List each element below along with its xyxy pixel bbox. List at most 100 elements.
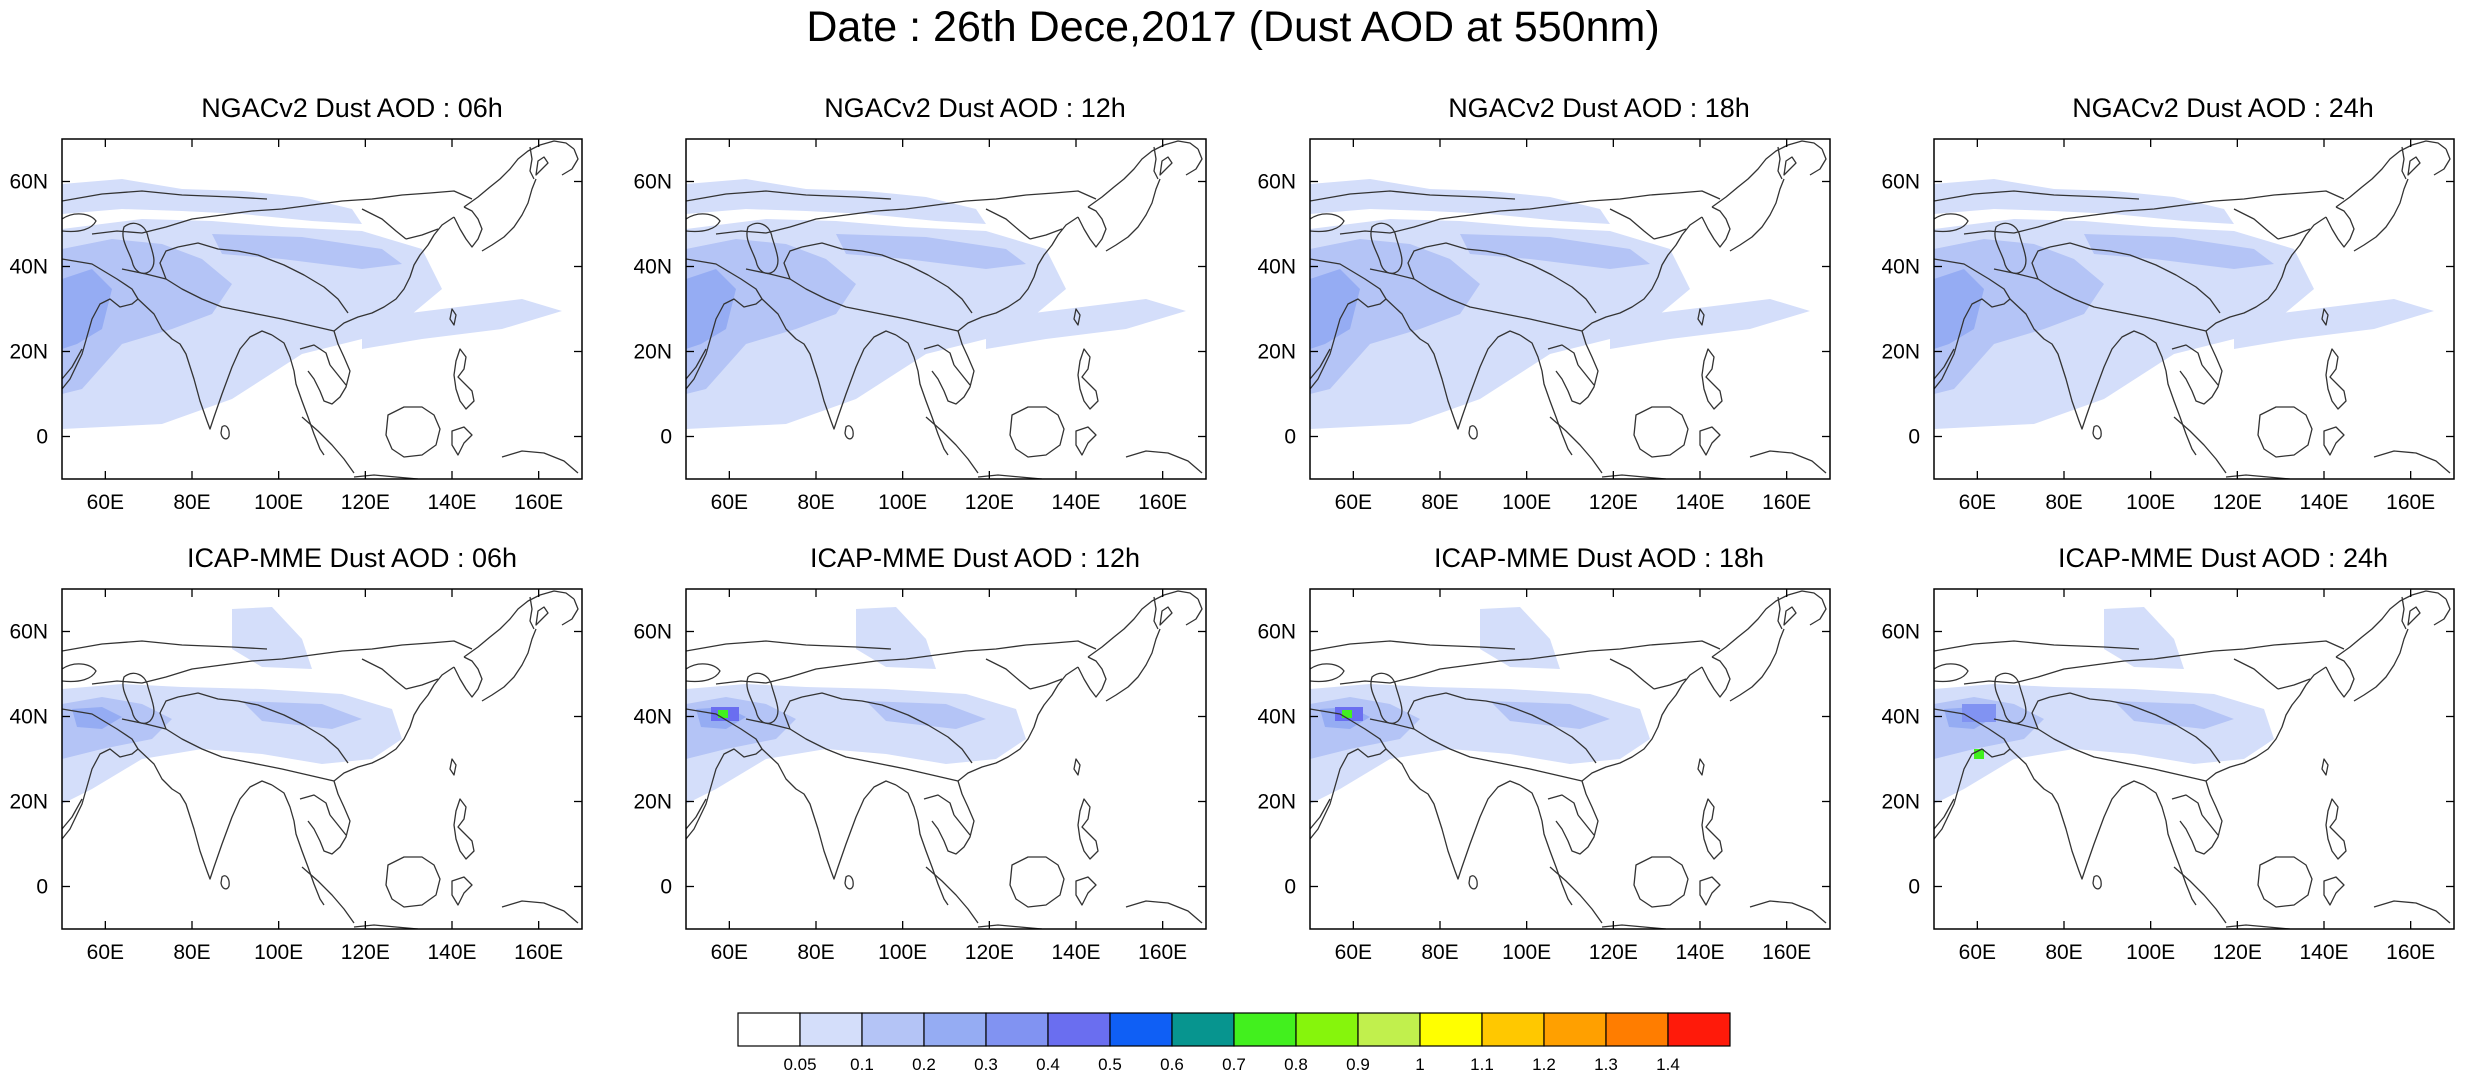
panel-title-ngac-18h: NGACv2 Dust AOD : 18h [1448, 93, 1750, 123]
lon-tick-label: 160E [1762, 941, 1811, 964]
dust-plume [2084, 234, 2274, 269]
lat-tick-label: 20N [1257, 341, 1296, 364]
dust-plume [362, 299, 562, 349]
colorbar-level-label: 0.5 [1098, 1055, 1122, 1071]
panel-title-icap-24h: ICAP-MME Dust AOD : 24h [2057, 543, 2389, 573]
lon-tick-label: 100E [878, 941, 927, 964]
map-panel: 60E 80E 100E 120E 140E 160E 0 20N 40N 60N [633, 138, 1207, 514]
panel-title-icap-18h: ICAP-MME Dust AOD : 18h [1433, 543, 1765, 573]
dust-plume [1310, 239, 1480, 394]
lat-tick-label: 60N [1881, 621, 1920, 644]
map-frame [61, 138, 583, 480]
lat-tick-label: 20N [633, 791, 672, 814]
colorbar-box [737, 1012, 801, 1047]
map-frame [685, 138, 1207, 480]
colorbar-level-label: 0.05 [783, 1055, 816, 1071]
dust-hotspot [1342, 710, 1352, 718]
colorbar-level-label: 1.2 [1532, 1055, 1556, 1071]
dust-plume [856, 607, 936, 669]
colorbar-level-label: 0.6 [1160, 1055, 1184, 1071]
map-frame [1309, 138, 1831, 480]
map-panel: 60E 80E 100E 120E 140E 160E 0 20N 40N 60N [1881, 588, 2455, 964]
lon-tick-label: 160E [2386, 491, 2435, 514]
colorbar-box [1171, 1012, 1235, 1047]
lon-tick-label: 100E [254, 941, 303, 964]
lat-tick-label: 60N [633, 621, 672, 644]
colorbar-level-label: 1 [1415, 1055, 1424, 1071]
colorbar-box [1109, 1012, 1173, 1047]
dust-plume [686, 239, 856, 394]
lon-tick-label: 60E [1335, 941, 1372, 964]
lat-tick-label: 60N [633, 171, 672, 194]
dust-plume [62, 239, 232, 394]
colorbar-box [1543, 1012, 1607, 1047]
lat-tick-label: 0 [1908, 876, 1920, 899]
map-panel: 60E 80E 100E 120E 140E 160E 0 20N 40N 60N [9, 588, 583, 964]
lon-tick-label: 80E [1421, 491, 1458, 514]
colorbar-box [1667, 1012, 1731, 1047]
dust-plume [1460, 234, 1650, 269]
lon-tick-label: 80E [1421, 941, 1458, 964]
figure-title: Date : 26th Dece,2017 (Dust AOD at 550nm… [806, 3, 1660, 51]
lat-tick-label: 40N [9, 706, 48, 729]
lat-tick-label: 40N [633, 706, 672, 729]
lon-tick-label: 120E [1589, 491, 1638, 514]
lon-tick-label: 140E [427, 491, 476, 514]
dust-plume [242, 701, 362, 729]
dust-plume [1490, 701, 1610, 729]
map-panel: 60E 80E 100E 120E 140E 160E 0 20N 40N 60N [1257, 138, 1831, 514]
lon-tick-label: 60E [1335, 491, 1372, 514]
lon-tick-label: 60E [1959, 941, 1996, 964]
colorbar-level-label: 0.3 [974, 1055, 998, 1071]
lat-tick-label: 0 [660, 426, 672, 449]
lon-tick-label: 140E [2299, 491, 2348, 514]
lon-tick-label: 160E [2386, 941, 2435, 964]
lon-tick-label: 80E [797, 941, 834, 964]
lat-tick-label: 20N [1881, 341, 1920, 364]
dust-plume [1310, 269, 1360, 349]
lon-tick-label: 160E [1138, 941, 1187, 964]
lon-tick-label: 120E [965, 491, 1014, 514]
lon-tick-label: 120E [965, 941, 1014, 964]
lon-tick-label: 140E [1051, 491, 1100, 514]
dust-hotspot [718, 710, 728, 718]
lon-tick-label: 100E [2126, 941, 2175, 964]
map-frame [685, 588, 1207, 930]
lon-tick-label: 160E [1762, 491, 1811, 514]
lat-tick-label: 40N [1881, 256, 1920, 279]
panel-title-ngac-12h: NGACv2 Dust AOD : 12h [824, 93, 1126, 123]
dust-plume [1480, 607, 1560, 669]
lon-tick-label: 140E [1675, 941, 1724, 964]
colorbar-level-label: 0.2 [912, 1055, 936, 1071]
lon-tick-label: 160E [514, 941, 563, 964]
map-frame [1309, 588, 1831, 930]
map-frame [1933, 138, 2455, 480]
lon-tick-label: 60E [711, 491, 748, 514]
lat-tick-label: 60N [1881, 171, 1920, 194]
dust-plume [62, 179, 362, 224]
lon-tick-label: 140E [1675, 491, 1724, 514]
lon-tick-label: 160E [514, 491, 563, 514]
colorbar-box [1047, 1012, 1111, 1047]
colorbar-box [1295, 1012, 1359, 1047]
lat-tick-label: 60N [1257, 171, 1296, 194]
lon-tick-label: 100E [2126, 491, 2175, 514]
dust-plume [986, 299, 1186, 349]
lat-tick-label: 20N [9, 791, 48, 814]
lon-tick-label: 60E [1959, 491, 1996, 514]
lon-tick-label: 60E [87, 491, 124, 514]
dust-plume [1934, 269, 1984, 349]
lat-tick-label: 20N [633, 341, 672, 364]
lat-tick-label: 0 [1908, 426, 1920, 449]
map-frame [1933, 588, 2455, 930]
dust-plume [2234, 299, 2434, 349]
dust-plume [212, 234, 402, 269]
lat-tick-label: 60N [1257, 621, 1296, 644]
colorbar-legend: 0.05 0.1 0.2 0.3 0.4 0.5 0.6 0.7 0.8 0.9 1 1.1 1.2 1.… [737, 1012, 1731, 1071]
dust-plume [1610, 299, 1810, 349]
dust-plume [686, 179, 986, 224]
colorbar-level-label: 1.3 [1594, 1055, 1618, 1071]
lon-tick-label: 100E [878, 491, 927, 514]
map-panel: 60E 80E 100E 120E 140E 160E 0 20N 40N 60N [1881, 138, 2455, 514]
lon-tick-label: 120E [2213, 941, 2262, 964]
